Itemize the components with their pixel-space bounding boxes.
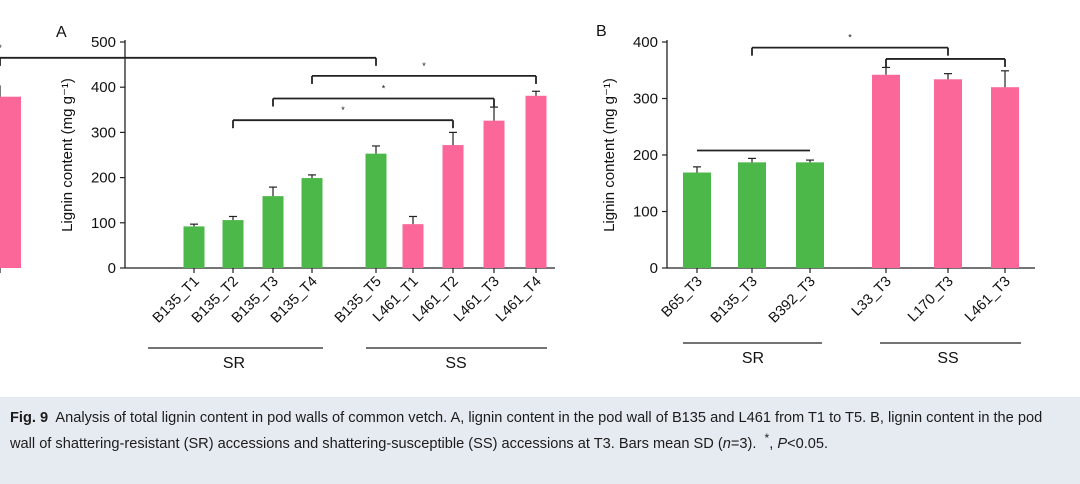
panel-a-bar	[222, 220, 244, 268]
panel-a-ss-label: SS	[445, 355, 466, 372]
panel-b-category-label: B392_T3	[766, 274, 819, 327]
panel-a-category-label: L461_T4	[493, 274, 545, 326]
panel-b-y-tick-label: 0	[650, 260, 658, 277]
panel-a-y-axis-title: Lignin content (mg g⁻¹)	[59, 78, 76, 232]
caption-fig-label: Fig. 9	[10, 410, 49, 426]
caption-p-sep: ,	[769, 435, 778, 452]
caption-text: Analysis of total lignin content in pod …	[10, 410, 1043, 452]
panel-b-bar	[934, 79, 962, 268]
panel-b-category-label: L170_T3	[905, 274, 957, 326]
panel-a-letter: A	[56, 24, 67, 41]
panel-b-y-tick-label: 200	[633, 147, 658, 164]
panel-a-bar	[0, 96, 21, 268]
panel-b-y-tick-label: 100	[633, 204, 658, 221]
caption-star: *	[764, 431, 770, 445]
panel-a-y-tick-label: 300	[91, 124, 116, 141]
panel-b-category-label: B65_T3	[659, 274, 706, 321]
panel-a-bar	[442, 145, 464, 268]
panel-b-significance-star: *	[848, 33, 852, 43]
panel-b-ss-label: SS	[937, 350, 958, 367]
panel-a-y-tick-label: 0	[108, 260, 116, 277]
panel-a-bar	[402, 224, 424, 268]
caption-n-rest: =3).	[730, 435, 757, 452]
panel-a-significance-star: *	[0, 43, 2, 53]
panel-a-bar	[183, 226, 205, 268]
panel-a-bar	[301, 178, 323, 268]
panel-a-sr-label: SR	[223, 355, 245, 372]
figure-caption: Fig. 9 Analysis of total lignin content …	[0, 397, 1080, 484]
chart-canvas: A B SR SS SR SS 0 100 200 300 400 500 Lignin c…	[0, 23, 1035, 372]
caption-p-rest: <0.05.	[787, 435, 829, 452]
panel-a-bar	[365, 153, 387, 268]
panel-b-letter: B	[596, 23, 607, 40]
panel-a-bar	[525, 95, 547, 269]
panel-b-category-label: B135_T3	[708, 274, 761, 327]
panel-b-bar	[872, 74, 900, 269]
panel-a-y-tick-label: 500	[91, 34, 116, 51]
panel-a-y-tick-label: 200	[91, 170, 116, 187]
panel-a-significance-star: *	[422, 61, 426, 71]
panel-a-significance-star: *	[382, 84, 386, 94]
panel-b-bar	[738, 162, 766, 268]
panel-a-category-label: L461_T3	[451, 274, 503, 326]
panel-b-bar	[683, 172, 711, 268]
panel-b-bar	[991, 87, 1019, 268]
panel-b-y-tick-label: 400	[633, 34, 658, 51]
panel-a-y-tick-label: 100	[91, 215, 116, 232]
panel-b-category-label: L33_T3	[849, 274, 895, 320]
figure: A B SR SS SR SS 0 100 200 300 400 500 Lignin c…	[0, 23, 1035, 372]
panel-a-y-tick-label: 400	[91, 79, 116, 96]
panel-b-sr-label: SR	[742, 350, 764, 367]
caption-p-italic: P	[777, 435, 788, 452]
panel-b-bar	[796, 162, 824, 268]
panel-b-y-tick-label: 300	[633, 91, 658, 108]
panel-a-bar	[262, 196, 284, 268]
panel-a-significance-star: *	[341, 105, 345, 115]
panel-b-y-axis-title: Lignin content (mg g⁻¹)	[601, 78, 618, 232]
panel-b-category-label: L461_T3	[962, 274, 1014, 326]
panel-a-bar	[483, 120, 505, 268]
caption-n-italic: n	[722, 435, 731, 452]
